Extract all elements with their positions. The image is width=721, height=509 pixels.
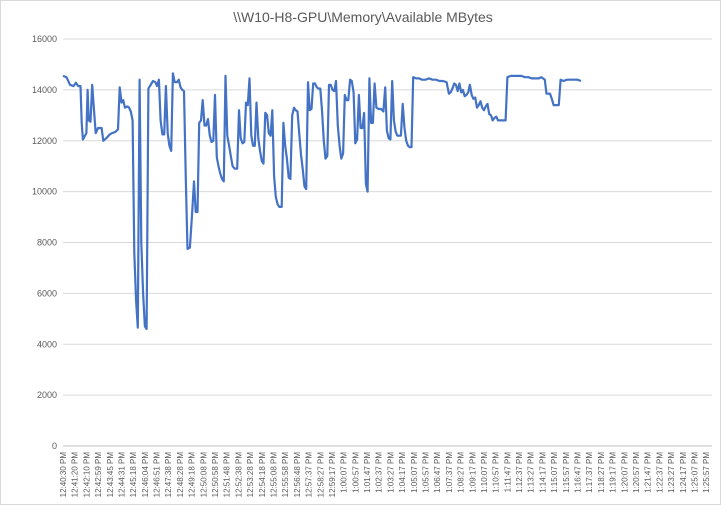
x-tick-label: 1:06:47 PM — [433, 452, 442, 493]
x-tick-label: 12:47:38 PM — [164, 452, 173, 498]
chart-title: \\W10-H8-GPU\Memory\Available MBytes — [233, 9, 493, 25]
x-tick-label: 1:05:07 PM — [410, 452, 419, 493]
y-tick-label: 12000 — [32, 136, 57, 146]
y-tick-label: 14000 — [32, 85, 57, 95]
x-tick-label: 1:23:27 PM — [667, 452, 676, 493]
x-tick-label: 1:15:57 PM — [562, 452, 571, 493]
x-tick-label: 1:08:27 PM — [457, 452, 466, 493]
x-tick-label: 12:42:59 PM — [94, 452, 103, 498]
x-tick-label: 12:57:37 PM — [305, 452, 314, 498]
x-tick-label: 1:00:07 PM — [340, 452, 349, 493]
x-tick-label: 12:51:48 PM — [223, 452, 232, 498]
x-tick-label: 1:25:57 PM — [702, 452, 711, 493]
x-tick-label: 1:01:47 PM — [363, 452, 372, 493]
x-axis-ticks: 12:40:30 PM 12:41:20 PM 12:42:10 PM 12:42:5… — [59, 452, 711, 498]
series-line — [62, 72, 582, 331]
y-tick-label: 2000 — [37, 390, 57, 400]
x-tick-label: 1:03:27 PM — [386, 452, 395, 493]
x-tick-label: 12:49:18 PM — [188, 452, 197, 498]
y-axis-ticks: 0 2000 4000 6000 8000 10000 12000 14000 16000 — [32, 34, 57, 451]
x-tick-label: 1:20:57 PM — [632, 452, 641, 493]
x-tick-label: 1:13:27 PM — [527, 452, 536, 493]
x-tick-label: 1:22:37 PM — [655, 452, 664, 493]
x-tick-label: 12:54:18 PM — [258, 452, 267, 498]
x-tick-label: 1:09:17 PM — [468, 452, 477, 493]
x-tick-label: 12:48:28 PM — [176, 452, 185, 498]
x-tick-label: 12:46:51 PM — [153, 452, 162, 498]
x-tick-label: 1:24:17 PM — [679, 452, 688, 493]
x-tick-label: 1:00:57 PM — [351, 452, 360, 493]
x-tick-label: 12:45:18 PM — [129, 452, 138, 498]
x-tick-label: 1:21:47 PM — [644, 452, 653, 493]
x-tick-label: 12:46:04 PM — [141, 452, 150, 498]
x-tick-label: 12:44:31 PM — [117, 452, 126, 498]
x-tick-label: 12:59:17 PM — [328, 452, 337, 498]
x-tick-label: 1:16:47 PM — [574, 452, 583, 493]
x-tick-label: 1:17:37 PM — [585, 452, 594, 493]
x-tick-label: 12:41:20 PM — [71, 452, 80, 498]
x-tick-label: 1:10:57 PM — [492, 452, 501, 493]
x-tick-label: 12:56:48 PM — [293, 452, 302, 498]
x-tick-label: 12:42:10 PM — [82, 452, 91, 498]
x-tick-label: 12:52:38 PM — [234, 452, 243, 498]
x-tick-label: 1:10:07 PM — [480, 452, 489, 493]
x-tick-label: 12:50:58 PM — [211, 452, 220, 498]
y-tick-label: 4000 — [37, 339, 57, 349]
x-tick-label: 1:14:17 PM — [538, 452, 547, 493]
x-tick-label: 1:25:07 PM — [690, 452, 699, 493]
x-tick-label: 1:07:37 PM — [445, 452, 454, 493]
x-tick-label: 1:05:57 PM — [422, 452, 431, 493]
x-tick-label: 1:19:17 PM — [609, 452, 618, 493]
x-tick-label: 12:53:28 PM — [246, 452, 255, 498]
y-tick-label: 10000 — [32, 187, 57, 197]
x-tick-label: 12:40:30 PM — [59, 452, 68, 498]
x-tick-label: 1:18:27 PM — [597, 452, 606, 493]
x-tick-label: 1:02:37 PM — [375, 452, 384, 493]
x-tick-label: 1:11:47 PM — [503, 452, 512, 493]
x-tick-label: 1:04:17 PM — [398, 452, 407, 493]
x-tick-label: 12:43:45 PM — [106, 452, 115, 498]
series-available-mbytes — [62, 72, 582, 331]
x-tick-label: 12:50:08 PM — [199, 452, 208, 498]
x-tick-label: 1:12:37 PM — [515, 452, 524, 493]
y-tick-label: 8000 — [37, 238, 57, 248]
x-tick-label: 12:55:08 PM — [269, 452, 278, 498]
x-tick-label: 12:58:27 PM — [316, 452, 325, 498]
y-tick-label: 0 — [52, 441, 57, 451]
y-tick-label: 6000 — [37, 288, 57, 298]
x-tick-label: 1:15:07 PM — [550, 452, 559, 493]
x-tick-label: 1:20:07 PM — [620, 452, 629, 493]
x-tick-label: 12:55:58 PM — [281, 452, 290, 498]
y-tick-label: 16000 — [32, 34, 57, 44]
